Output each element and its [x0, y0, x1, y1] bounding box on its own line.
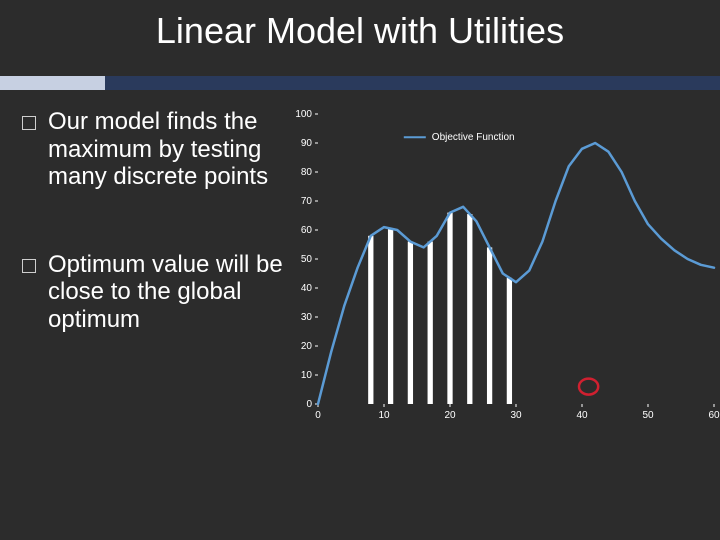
slide: Linear Model with Utilities Our model fi… [0, 0, 720, 540]
bullet-marker-icon [22, 116, 36, 130]
objective-function-chart: 0 10 20 30 40 50 60 70 80 90 100 0 10 20 30 40 50 60 Objec… [290, 108, 720, 428]
accent-bar-light [0, 76, 105, 90]
bullet-item: Our model finds the maximum by testing m… [22, 108, 284, 191]
bullet-text: Optimum value will be close to the globa… [48, 251, 284, 334]
body-area: Our model finds the maximum by testing m… [0, 108, 720, 428]
svg-text:40: 40 [301, 283, 313, 294]
svg-text:10: 10 [301, 370, 313, 381]
svg-text:100: 100 [295, 109, 312, 120]
bullet-list: Our model finds the maximum by testing m… [0, 108, 290, 428]
svg-text:Objective Function: Objective Function [432, 132, 515, 143]
svg-text:60: 60 [301, 225, 313, 236]
svg-text:0: 0 [315, 410, 321, 421]
accent-bar-dark [0, 76, 720, 90]
svg-text:90: 90 [301, 138, 313, 149]
svg-text:0: 0 [306, 399, 312, 410]
bullet-text: Our model finds the maximum by testing m… [48, 108, 284, 191]
svg-text:50: 50 [642, 410, 654, 421]
svg-text:20: 20 [444, 410, 456, 421]
svg-text:80: 80 [301, 167, 313, 178]
svg-text:30: 30 [301, 312, 313, 323]
svg-text:20: 20 [301, 341, 313, 352]
svg-text:50: 50 [301, 254, 313, 265]
chart-svg: 0 10 20 30 40 50 60 70 80 90 100 0 10 20 30 40 50 60 Objec… [290, 108, 720, 428]
svg-text:40: 40 [576, 410, 588, 421]
slide-title: Linear Model with Utilities [0, 10, 720, 52]
svg-text:30: 30 [510, 410, 522, 421]
svg-text:10: 10 [378, 410, 390, 421]
svg-text:70: 70 [301, 196, 313, 207]
bullet-marker-icon [22, 259, 36, 273]
svg-text:60: 60 [708, 410, 720, 421]
bullet-item: Optimum value will be close to the globa… [22, 251, 284, 334]
